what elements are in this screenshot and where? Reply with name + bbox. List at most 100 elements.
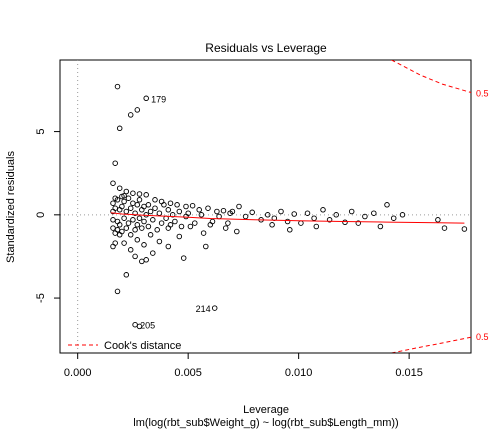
cooks-level-label-0: 0.5	[476, 88, 489, 98]
data-point	[461, 226, 468, 232]
data-point	[110, 200, 116, 206]
cooks-level-label-1: 0.5	[476, 332, 489, 342]
data-point	[141, 203, 147, 210]
data-point	[130, 190, 136, 196]
data-point	[214, 208, 220, 215]
data-point	[132, 253, 138, 260]
data-point	[209, 218, 216, 225]
data-point	[127, 205, 134, 211]
x-tick-label: 0.015	[395, 367, 423, 379]
data-point	[304, 210, 311, 216]
legend: Cook's distance	[68, 340, 181, 352]
cooks-level-labels: 0.5 0.5	[476, 88, 489, 342]
data-point	[130, 217, 136, 223]
data-point	[116, 232, 123, 238]
data-point	[143, 95, 149, 102]
data-point	[136, 323, 143, 330]
data-point	[143, 192, 149, 198]
x-axis: 0.000 0.005 0.010 0.015	[64, 352, 423, 379]
data-point	[116, 185, 123, 191]
data-point	[311, 215, 317, 221]
point-labels: 179 214 205	[140, 94, 211, 330]
data-point	[399, 212, 406, 218]
data-point	[236, 203, 242, 210]
data-point	[269, 222, 275, 228]
data-point	[313, 223, 320, 230]
data-point	[216, 213, 222, 220]
data-point	[348, 208, 355, 215]
data-point	[112, 230, 118, 236]
data-point	[287, 227, 293, 233]
data-point	[435, 217, 441, 223]
data-point	[180, 255, 187, 261]
chart-title: Residuals vs Leverage	[205, 41, 327, 55]
smooth-line	[110, 212, 465, 224]
data-point	[112, 205, 118, 211]
data-point	[123, 225, 130, 231]
data-point	[114, 83, 121, 90]
data-point	[176, 208, 183, 215]
data-point	[114, 288, 121, 295]
data-point	[127, 247, 134, 253]
y-tick-label: -5	[35, 293, 47, 303]
data-point	[178, 223, 185, 230]
data-point	[225, 220, 231, 226]
data-point	[326, 217, 333, 223]
data-point	[121, 198, 127, 205]
data-point	[291, 211, 297, 217]
cooks-contour-1	[391, 336, 471, 353]
data-point	[116, 125, 123, 132]
data-point	[150, 250, 156, 256]
data-point	[136, 215, 143, 221]
data-point	[134, 107, 141, 113]
data-point	[134, 202, 141, 208]
data-point	[121, 215, 127, 221]
x-tick-label: 0.005	[174, 367, 202, 379]
data-point	[145, 202, 152, 208]
data-point	[220, 207, 227, 214]
data-point	[119, 228, 125, 235]
data-point	[143, 257, 149, 263]
data-point	[362, 213, 368, 220]
data-point	[116, 222, 123, 228]
data-point	[156, 210, 163, 216]
y-tick-label: 5	[35, 129, 47, 135]
data-point	[284, 218, 291, 225]
data-point	[152, 205, 158, 211]
data-point	[161, 202, 167, 208]
data-point	[320, 207, 326, 213]
data-point	[147, 232, 154, 238]
data-point	[390, 215, 397, 221]
data-point	[371, 210, 377, 216]
data-point	[342, 219, 348, 226]
data-point	[169, 212, 176, 218]
data-point	[187, 223, 194, 230]
reference-lines	[60, 60, 471, 353]
point-label-214: 214	[196, 304, 211, 314]
data-point	[196, 207, 202, 213]
data-point	[112, 160, 118, 166]
data-point	[165, 243, 172, 250]
data-point	[110, 180, 116, 186]
data-point	[207, 222, 214, 228]
data-point	[189, 202, 196, 209]
smooth-fit	[110, 212, 465, 224]
data-point	[132, 210, 138, 216]
data-point	[172, 218, 178, 225]
data-point	[139, 258, 145, 265]
data-point	[141, 242, 147, 248]
point-label-205: 205	[140, 321, 155, 331]
data-point	[165, 225, 172, 231]
data-point	[139, 207, 145, 213]
point-label-179: 179	[151, 94, 166, 104]
y-axis-label: Standardized residuals	[5, 151, 17, 263]
data-point	[121, 240, 127, 246]
data-point	[125, 220, 132, 226]
data-point	[114, 227, 121, 233]
data-point	[185, 210, 191, 216]
data-point	[249, 209, 255, 216]
plot-frame	[59, 59, 472, 354]
data-point	[198, 212, 205, 218]
data-point	[200, 230, 207, 236]
